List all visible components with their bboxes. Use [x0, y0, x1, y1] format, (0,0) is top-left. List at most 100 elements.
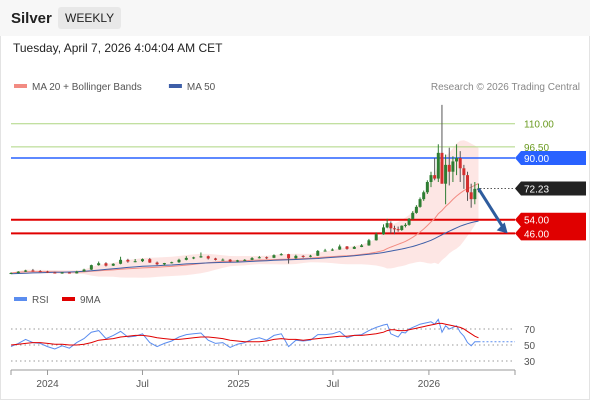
- candle: [243, 259, 247, 261]
- candle-body: [425, 182, 429, 193]
- candle: [214, 257, 218, 261]
- candle: [38, 270, 42, 273]
- candle: [75, 270, 79, 274]
- candle: [407, 218, 411, 226]
- candle: [177, 258, 181, 263]
- candle: [24, 269, 28, 272]
- x-tick-label: Jul: [136, 379, 149, 390]
- candle: [338, 244, 342, 250]
- candle: [411, 211, 415, 220]
- level-label-support: 46.00: [524, 229, 549, 240]
- x-tick-label: 2024: [36, 379, 59, 390]
- candle: [199, 252, 203, 258]
- candle: [444, 154, 448, 205]
- candle: [425, 180, 429, 194]
- level-tag-support: [515, 226, 586, 241]
- candle: [374, 232, 378, 241]
- candle-body: [367, 240, 371, 246]
- candle: [184, 256, 188, 261]
- period-button[interactable]: WEEKLY: [58, 7, 122, 29]
- projection-arrow-shaft: [477, 187, 505, 230]
- candle: [396, 226, 400, 232]
- candle-body: [279, 254, 283, 256]
- candle-body: [257, 257, 261, 259]
- candle: [133, 258, 137, 263]
- projection-arrow-head: [496, 222, 508, 234]
- bollinger-band: [11, 140, 479, 278]
- candle: [148, 257, 152, 263]
- candle-body: [287, 254, 291, 259]
- candle-body: [192, 257, 196, 259]
- candle: [360, 244, 364, 248]
- credit-text: Research © 2026 Trading Central: [431, 82, 580, 93]
- candle-body: [16, 271, 20, 274]
- level-tag-last: [515, 181, 586, 196]
- candle: [82, 268, 86, 272]
- candle: [89, 264, 93, 270]
- candle-body: [228, 259, 232, 262]
- legend-swatch: [14, 84, 27, 88]
- header-bar: Silver WEEKLY: [0, 0, 590, 36]
- candle-body: [400, 225, 404, 230]
- candle-body: [60, 272, 64, 274]
- candle-body: [466, 175, 470, 193]
- candle: [308, 254, 312, 258]
- candle: [46, 270, 50, 274]
- candle: [16, 271, 20, 274]
- candle: [287, 253, 291, 264]
- candle: [140, 258, 144, 263]
- candle: [170, 261, 174, 264]
- candle-body: [119, 259, 123, 264]
- candle: [119, 256, 123, 265]
- candle: [455, 144, 459, 176]
- rsi-tick-label: 30: [524, 357, 536, 368]
- candle: [389, 221, 393, 234]
- candle-body: [38, 271, 42, 273]
- candle: [436, 144, 440, 182]
- candle-body: [148, 259, 152, 263]
- candle-body: [162, 263, 166, 265]
- candle-body: [385, 223, 389, 228]
- legend-swatch: [168, 84, 182, 88]
- candle-body: [433, 175, 437, 179]
- candle-body: [396, 229, 400, 231]
- candle-body: [473, 188, 477, 200]
- candle: [451, 156, 455, 182]
- candle: [316, 250, 320, 257]
- candle-body: [9, 273, 13, 275]
- candle-body: [184, 257, 188, 260]
- candle: [392, 225, 396, 235]
- rsi-tick-label: 70: [524, 325, 536, 336]
- candle-body: [458, 158, 462, 169]
- legend-label: MA 20 + Bollinger Bands: [32, 82, 142, 93]
- candle-body: [403, 224, 407, 226]
- candle-body: [46, 271, 50, 273]
- candle: [67, 272, 71, 274]
- candle: [60, 272, 64, 274]
- x-tick-label: Jul: [327, 379, 340, 390]
- rsi-legend-label: RSI: [32, 295, 49, 306]
- candle-body: [89, 265, 93, 270]
- ma20-line: [10, 183, 479, 274]
- candle: [323, 248, 327, 252]
- level-tag-support: [515, 212, 586, 227]
- rsi-line: [10, 318, 479, 350]
- candle-body: [214, 258, 218, 260]
- rsi-legend-label: 9MA: [80, 295, 101, 306]
- candle: [330, 248, 334, 251]
- candle: [31, 268, 35, 272]
- candle-body: [440, 152, 444, 184]
- level-label-last: 72.23: [524, 184, 549, 195]
- candle-body: [330, 249, 334, 251]
- legend-label: MA 50: [187, 82, 216, 93]
- candle-body: [177, 259, 181, 263]
- rsi-ma-line: [10, 322, 479, 346]
- candle-body: [392, 228, 396, 230]
- candle-body: [221, 259, 225, 261]
- candle: [429, 171, 433, 188]
- candle: [422, 190, 426, 201]
- candle-body: [462, 168, 466, 176]
- candle-body: [407, 218, 411, 225]
- candle-body: [75, 271, 79, 274]
